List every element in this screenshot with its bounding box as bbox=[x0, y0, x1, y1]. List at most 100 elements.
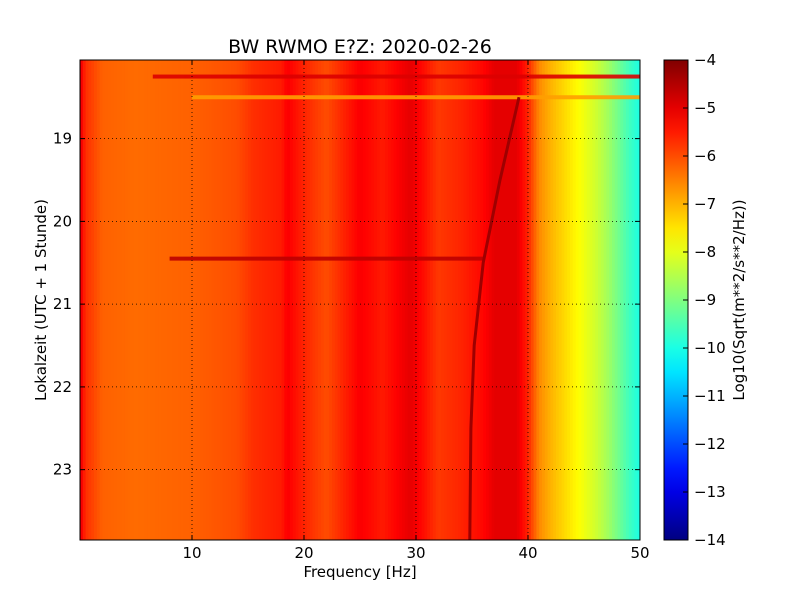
heatmap-cell bbox=[133, 60, 137, 540]
heatmap-cell bbox=[239, 60, 243, 540]
y-tick-label: 23 bbox=[53, 461, 72, 479]
plot-frame bbox=[79, 59, 641, 541]
heatmap-cell bbox=[514, 60, 518, 540]
colorbar-tick-label: −9 bbox=[694, 291, 716, 309]
plot-area bbox=[79, 59, 641, 541]
heatmap-cell bbox=[85, 60, 89, 540]
x-axis-label: Frequency [Hz] bbox=[303, 563, 416, 581]
heatmap-cell bbox=[301, 60, 305, 540]
heatmap-cell bbox=[432, 60, 436, 540]
heatmap-cell bbox=[399, 60, 403, 540]
heatmap-cell bbox=[385, 60, 389, 540]
y-tick-label: 19 bbox=[53, 130, 72, 148]
colorbar-ticks: −4 −5 −6 −7 −8 −9 −10 −11 −12 −13 −14 bbox=[683, 51, 726, 549]
heatmap-cell bbox=[578, 60, 582, 540]
heatmap-cell bbox=[533, 60, 537, 540]
heatmap-cell bbox=[472, 60, 476, 540]
heatmap-cell bbox=[390, 60, 394, 540]
heatmap-cell bbox=[410, 60, 414, 540]
heatmap-cell bbox=[589, 60, 593, 540]
heatmap-cell bbox=[348, 60, 352, 540]
heatmap-cell bbox=[508, 60, 512, 540]
heatmap-cell bbox=[250, 60, 254, 540]
heatmap-cell bbox=[561, 60, 565, 540]
heatmap-features bbox=[152, 74, 640, 540]
heatmap-cell bbox=[292, 60, 296, 540]
heatmap-cell bbox=[220, 60, 224, 540]
heatmap-cell bbox=[136, 60, 140, 540]
heatmap-cell bbox=[542, 60, 546, 540]
heatmap-cell bbox=[225, 60, 229, 540]
heatmap-cell bbox=[91, 60, 95, 540]
heatmap-cell bbox=[556, 60, 560, 540]
heatmap-cell bbox=[427, 60, 431, 540]
heatmap-cell bbox=[376, 60, 380, 540]
heatmap-cell bbox=[329, 60, 333, 540]
heatmap-cell bbox=[474, 60, 478, 540]
heatmap-cell bbox=[362, 60, 366, 540]
heatmap-cell bbox=[287, 60, 291, 540]
heatmap-cell bbox=[379, 60, 383, 540]
heatmap-cell bbox=[214, 60, 218, 540]
heatmap-cell bbox=[94, 60, 98, 540]
heatmap-cell bbox=[558, 60, 562, 540]
heatmap-cell bbox=[315, 60, 319, 540]
heatmap-cell bbox=[603, 60, 607, 540]
colorbar: −4 −5 −6 −7 −8 −9 −10 −11 −12 −13 −14 Log10(Sqrt(m… bbox=[663, 51, 748, 549]
heatmap-cell bbox=[267, 60, 271, 540]
heatmap-cell bbox=[486, 60, 490, 540]
x-tick-label: 50 bbox=[630, 544, 649, 562]
heatmap-cell bbox=[360, 60, 364, 540]
heatmap-cell bbox=[175, 60, 179, 540]
horizontal-band bbox=[152, 74, 640, 79]
heatmap-cell bbox=[600, 60, 604, 540]
heatmap-cell bbox=[351, 60, 355, 540]
heatmap-cell bbox=[155, 60, 159, 540]
heatmap-cell bbox=[617, 60, 621, 540]
colorbar-label: Log10(Sqrt(m**2/s**2/Hz)) bbox=[730, 199, 748, 400]
heatmap-cell bbox=[528, 60, 532, 540]
heatmap-cell bbox=[460, 60, 464, 540]
grid-lines bbox=[80, 60, 640, 540]
heatmap-cell bbox=[374, 60, 378, 540]
heatmap-cell bbox=[248, 60, 252, 540]
heatmap-cell bbox=[334, 60, 338, 540]
heatmap-cell bbox=[318, 60, 322, 540]
heatmap-cell bbox=[306, 60, 310, 540]
colorbar-tick-label: −10 bbox=[694, 339, 726, 357]
heatmap-cell bbox=[189, 60, 193, 540]
colorbar-tick-label: −12 bbox=[694, 435, 726, 453]
heatmap-cell bbox=[337, 60, 341, 540]
colorbar-tick-label: −5 bbox=[694, 99, 716, 117]
heatmap-cell bbox=[564, 60, 568, 540]
x-tick-label: 30 bbox=[406, 544, 425, 562]
heatmap-cell bbox=[418, 60, 422, 540]
heatmap-cell bbox=[444, 60, 448, 540]
heatmap-cell bbox=[567, 60, 571, 540]
x-axis: 10 20 30 40 50 bbox=[182, 60, 650, 562]
heatmap-cell bbox=[430, 60, 434, 540]
heatmap-cell bbox=[592, 60, 596, 540]
heatmap-cell bbox=[200, 60, 204, 540]
heatmap-cell bbox=[547, 60, 551, 540]
heatmap-cell bbox=[466, 60, 470, 540]
heatmap-cell bbox=[598, 60, 602, 540]
heatmap-cell bbox=[606, 60, 610, 540]
colorbar-tick-label: −13 bbox=[694, 483, 726, 501]
heatmap-cell bbox=[340, 60, 344, 540]
heatmap-cell bbox=[365, 60, 369, 540]
heatmap-cell bbox=[236, 60, 240, 540]
colorbar-tick-label: −6 bbox=[694, 147, 716, 165]
colorbar-tick-label: −14 bbox=[694, 531, 726, 549]
heatmap-cell bbox=[626, 60, 630, 540]
heatmap-cell bbox=[586, 60, 590, 540]
heatmap-cell bbox=[396, 60, 400, 540]
heatmap-cell bbox=[116, 60, 120, 540]
heatmap-cell bbox=[144, 60, 148, 540]
colorbar-tick-label: −4 bbox=[694, 51, 716, 69]
heatmap-cell bbox=[505, 60, 509, 540]
heatmap-cell bbox=[217, 60, 221, 540]
heatmap-cell bbox=[371, 60, 375, 540]
heatmap-cell bbox=[166, 60, 170, 540]
heatmap-cell bbox=[304, 60, 308, 540]
